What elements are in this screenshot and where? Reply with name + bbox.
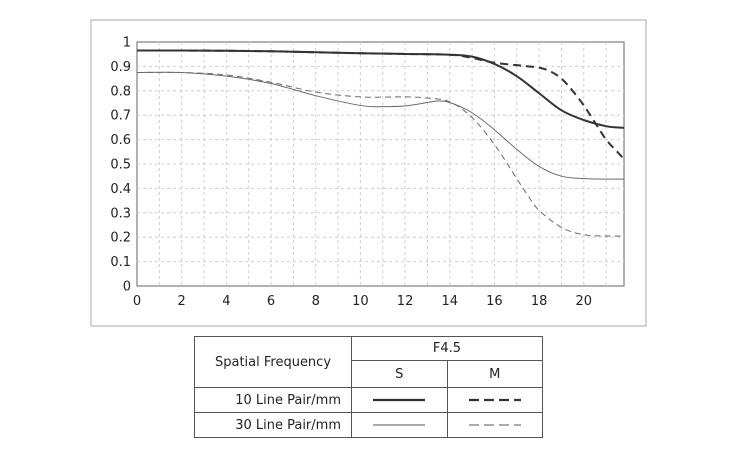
legend-sample-30lp-s [351, 412, 448, 438]
legend-row-10lp: 10 Line Pair/mm [194, 387, 352, 413]
x-tick-label: 16 [486, 294, 503, 309]
legend-sample-10lp-m [446, 387, 543, 413]
y-tick-label: 0.9 [110, 60, 131, 75]
series-line-1 [136, 49, 625, 160]
series-line-3 [136, 71, 625, 237]
x-tick-label: 2 [178, 294, 186, 309]
y-tick-label: 0 [123, 280, 131, 295]
series-lines [136, 49, 625, 237]
y-tick-label: 0.5 [110, 158, 131, 173]
y-tick-label: 0.7 [110, 109, 131, 124]
legend-aperture: F4.5 [351, 335, 543, 362]
legend-sample-30lp-m [446, 412, 543, 438]
plot-area [136, 41, 625, 287]
x-tick-label: 14 [441, 294, 458, 309]
y-tick-label: 1 [123, 36, 131, 51]
series-line-2 [136, 71, 625, 180]
x-tick-label: 18 [531, 294, 548, 309]
grid-lines [137, 42, 624, 286]
legend-table: Spatial Frequency F4.5 S M 10 Line Pair/… [194, 335, 543, 438]
y-tick-label: 0.8 [110, 84, 131, 99]
y-axis-ticks: 0 0.1 0.2 0.3 0.4 0.5 0.6 0.7 0.8 0.9 1 [110, 36, 131, 295]
x-tick-label: 6 [267, 294, 275, 309]
y-tick-label: 0.6 [110, 133, 131, 148]
x-tick-label: 12 [397, 294, 414, 309]
x-tick-label: 0 [133, 294, 141, 309]
x-tick-label: 10 [352, 294, 369, 309]
legend-col-s: S [351, 360, 448, 388]
y-tick-label: 0.4 [110, 182, 131, 197]
y-tick-label: 0.2 [110, 231, 131, 246]
legend-row-30lp: 30 Line Pair/mm [194, 412, 352, 438]
legend-sample-10lp-s [351, 387, 448, 413]
mtf-chart: 0 0.1 0.2 0.3 0.4 0.5 0.6 0.7 0.8 0.9 1 0 2 4 6 8 10 12 1… [90, 19, 647, 327]
x-tick-label: 8 [312, 294, 320, 309]
x-tick-label: 4 [222, 294, 230, 309]
x-axis-ticks: 0 2 4 6 8 10 12 14 16 18 20 [133, 294, 592, 309]
y-tick-label: 0.1 [110, 255, 131, 270]
y-tick-label: 0.3 [110, 206, 131, 221]
legend-col-m: M [446, 360, 543, 388]
x-tick-label: 20 [576, 294, 593, 309]
legend-header-label: Spatial Frequency [194, 336, 352, 388]
